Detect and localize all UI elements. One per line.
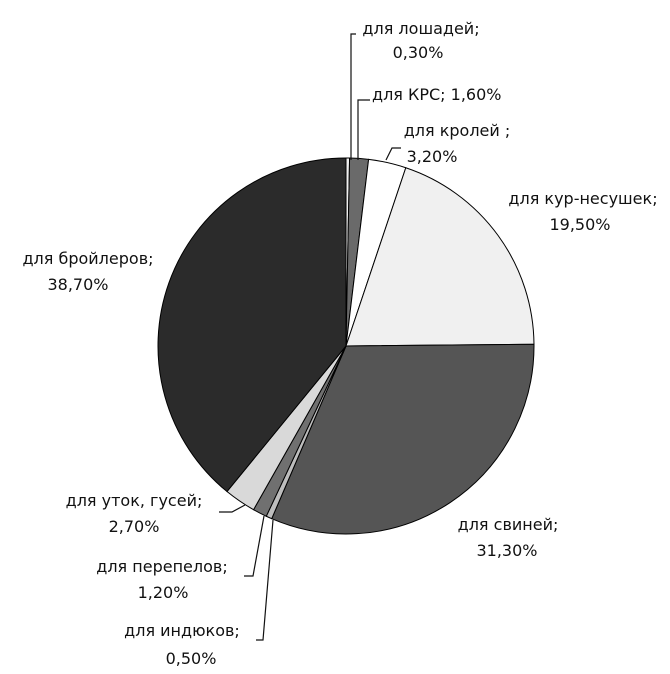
slice-label-value-для-крс: 1,60% [451,85,502,104]
pie-slice-для-кур-несушек [345,167,535,347]
leader-line-для-перепелов [244,515,265,577]
pie-slice-для-бройлеров [157,157,347,493]
slice-label-name-для-бройлеров: для бройлеров; [22,249,153,268]
pie-slices [157,157,535,535]
slice-label-value-для-свиней: 31,30% [476,541,537,560]
slice-label-name-для-уток-гусей: для уток, гусей; [66,491,203,510]
leader-line-для-лошадей [350,33,356,160]
slice-label-name-для-индюков: для индюков; [124,621,240,640]
slice-label-value-для-индюков: 0,50% [166,649,217,668]
leader-line-для-уток-гусей [219,504,246,513]
slice-labels: для лошадей; 0,30% для КРС; 1,60% для кроле… [22,19,657,668]
leader-line-для-индюков [256,519,274,641]
slice-label-value-для-кур-несушек: 19,50% [549,215,610,234]
slice-label-name-для-крс: для КРС; [372,85,451,104]
slice-label-value-для-бройлеров: 38,70% [47,275,108,294]
leader-lines [219,33,401,641]
slice-label-value-для-кролей: 3,20% [407,147,458,166]
leader-line-для-крс [357,99,370,160]
slice-label-name-для-свиней: для свиней; [458,515,559,534]
pie-slice-для-свиней [271,343,535,535]
slice-label-name-для-кур-несушек: для кур-несушек; [508,189,657,208]
slice-label-для-крс: для КРС; 1,60% [372,85,501,104]
slice-label-value-для-перепелов: 1,20% [138,583,189,602]
slice-label-name-для-лошадей: для лошадей; [362,19,479,38]
leader-line-для-кролей [385,147,401,161]
slice-label-name-для-кролей: для кролей ; [404,121,511,140]
slice-label-value-для-уток-гусей: 2,70% [109,517,160,536]
slice-label-value-для-лошадей: 0,30% [393,43,444,62]
slice-label-name-для-перепелов: для перепелов; [96,557,227,576]
